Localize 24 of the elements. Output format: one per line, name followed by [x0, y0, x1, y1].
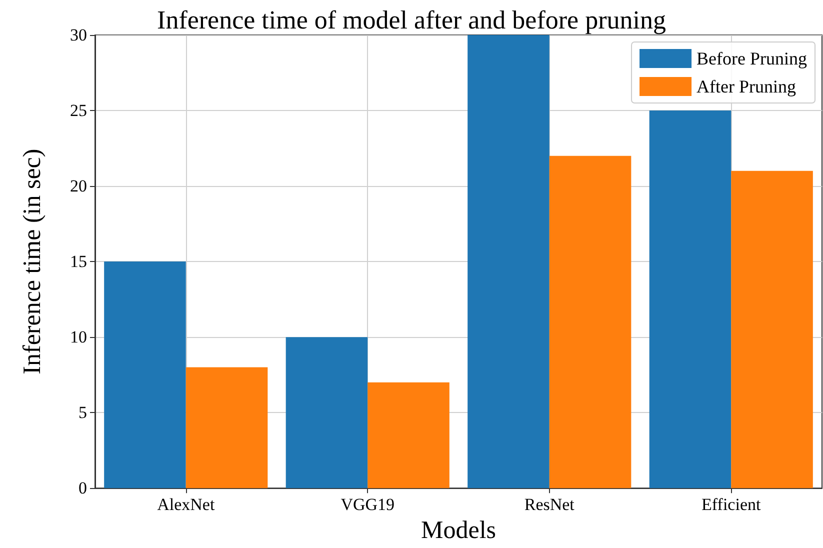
y-tick-label: 25 — [70, 101, 87, 120]
bar — [549, 156, 632, 488]
x-axis-title: Models — [421, 517, 496, 544]
y-tick-label: 10 — [70, 328, 87, 347]
bar — [731, 170, 813, 488]
x-tick-label: ResNet — [524, 495, 575, 514]
y-tick-label: 15 — [70, 252, 87, 272]
x-tick-label: AlexNet — [157, 495, 215, 514]
y-tick-label: 0 — [78, 478, 87, 498]
y-tick-label: 5 — [78, 403, 87, 422]
y-tick-label: 30 — [70, 26, 87, 44]
x-tick-label: VGG19 — [340, 495, 395, 514]
bar — [286, 337, 368, 488]
bar — [468, 35, 550, 488]
y-axis-title: Inference time (in sec) — [19, 148, 46, 374]
chart-title: Inference time of model after and before pruning — [157, 6, 666, 34]
x-tick-label: Efficient — [702, 495, 761, 514]
bar — [649, 110, 732, 488]
y-tick-label: 20 — [70, 176, 87, 196]
legend-label: After Pruning — [696, 76, 796, 96]
bar — [368, 382, 450, 488]
bar — [186, 367, 268, 488]
legend-label: Before Pruning — [696, 48, 808, 68]
bar — [104, 262, 186, 488]
